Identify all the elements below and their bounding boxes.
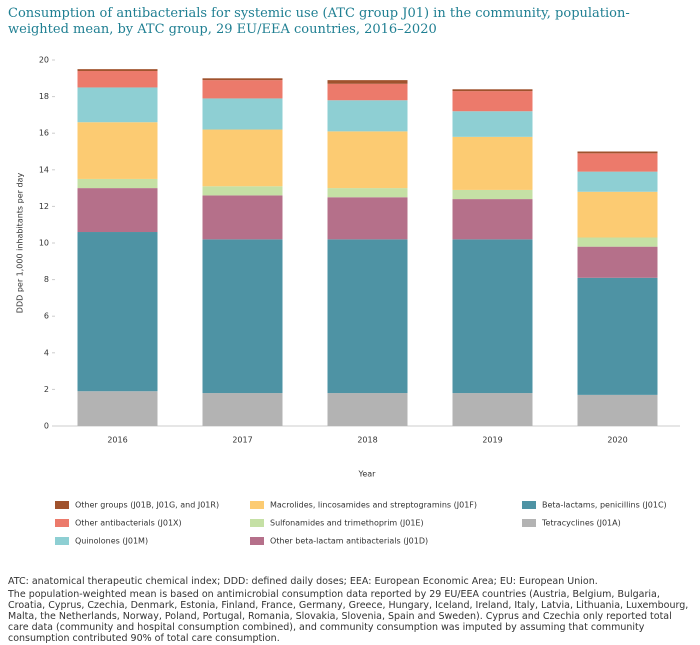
bar-segment	[577, 153, 658, 172]
chart-title: Consumption of antibacterials for system…	[8, 6, 630, 37]
bar-segment	[202, 78, 283, 81]
bar-segment	[577, 191, 658, 238]
bar-segment	[327, 83, 408, 101]
legend-label: Quinolones (J01M)	[75, 537, 148, 546]
bar-segment	[452, 89, 533, 92]
legend-label: Other antibacterials (J01X)	[75, 519, 182, 528]
y-tick-label: 14	[39, 165, 49, 174]
legend-label: Tetracyclines (J01A)	[541, 519, 621, 528]
chart: DDD per 1,000 inhabitants per day Year 0…	[16, 56, 680, 546]
legend-swatch	[522, 501, 536, 509]
y-tick-label: 20	[39, 56, 49, 65]
bar-segment	[77, 178, 158, 189]
bar-segment	[202, 129, 283, 187]
y-tick-label: 12	[39, 202, 49, 211]
bar-segment	[577, 277, 658, 395]
legend-swatch	[250, 537, 264, 545]
note: The population-weighted mean is based on…	[8, 589, 689, 644]
legend-label: Other groups (J01B, J01G, and J01R)	[75, 501, 219, 510]
bar-segment	[452, 91, 533, 112]
bar-segment	[577, 246, 658, 278]
x-tick-label: 2019	[482, 436, 502, 445]
bar-segment	[577, 394, 658, 426]
legend-swatch	[250, 501, 264, 509]
bar-segment	[452, 199, 533, 240]
legend-label: Macrolides, lincosamides and streptogram…	[270, 501, 477, 510]
legend-swatch	[55, 519, 69, 527]
x-tick-label: 2016	[107, 436, 127, 445]
bar-segment	[577, 171, 658, 192]
x-axis-label: Year	[358, 470, 377, 479]
bar-segment	[77, 232, 158, 392]
y-tick-label: 10	[39, 239, 49, 248]
legend-swatch	[250, 519, 264, 527]
bar-segment	[202, 80, 283, 99]
note: ATC: anatomical therapeutic chemical ind…	[8, 576, 598, 587]
legend-swatch	[55, 501, 69, 509]
legend-swatch	[522, 519, 536, 527]
y-tick-label: 0	[44, 422, 49, 431]
legend-label: Other beta-lactam antibacterials (J01D)	[270, 537, 428, 546]
y-tick-label: 4	[44, 348, 49, 357]
y-tick-label: 16	[39, 129, 49, 138]
bar-segment	[77, 87, 158, 123]
bar-segment	[202, 239, 283, 394]
bar-segment	[327, 393, 408, 426]
y-tick-label: 8	[44, 275, 49, 284]
bar-segment	[452, 136, 533, 190]
bar-segment	[77, 122, 158, 179]
bar-segment	[202, 186, 283, 196]
y-tick-label: 6	[44, 312, 49, 321]
bar-segment	[202, 98, 283, 130]
legend-label: Sulfonamides and trimethoprim (J01E)	[270, 519, 424, 528]
y-axis-label: DDD per 1,000 inhabitants per day	[16, 173, 25, 314]
bar-segment	[452, 189, 533, 200]
bar-segment	[327, 197, 408, 240]
legend-swatch	[55, 537, 69, 545]
bar-segment	[77, 188, 158, 233]
bar-segment	[577, 151, 658, 154]
bar-segment	[327, 131, 408, 189]
bar-segment	[77, 69, 158, 71]
y-tick-label: 18	[39, 92, 49, 101]
bar-segment	[452, 393, 533, 426]
bar-segment	[577, 237, 658, 247]
x-tick-label: 2018	[357, 436, 377, 445]
x-tick-label: 2017	[232, 436, 252, 445]
y-tick-label: 2	[44, 385, 49, 394]
bar-segment	[327, 100, 408, 132]
bar-segment	[327, 188, 408, 198]
bar-segment	[327, 239, 408, 394]
bar-segment	[327, 80, 408, 84]
bar-segment	[202, 393, 283, 426]
bar-segment	[452, 111, 533, 137]
legend-label: Beta-lactams, penicillins (J01C)	[542, 501, 667, 510]
x-tick-label: 2020	[607, 436, 627, 445]
notes: ATC: anatomical therapeutic chemical ind…	[8, 576, 692, 645]
bar-segment	[452, 239, 533, 394]
bar-segment	[77, 70, 158, 88]
bar-segment	[202, 195, 283, 240]
bar-segment	[77, 391, 158, 426]
